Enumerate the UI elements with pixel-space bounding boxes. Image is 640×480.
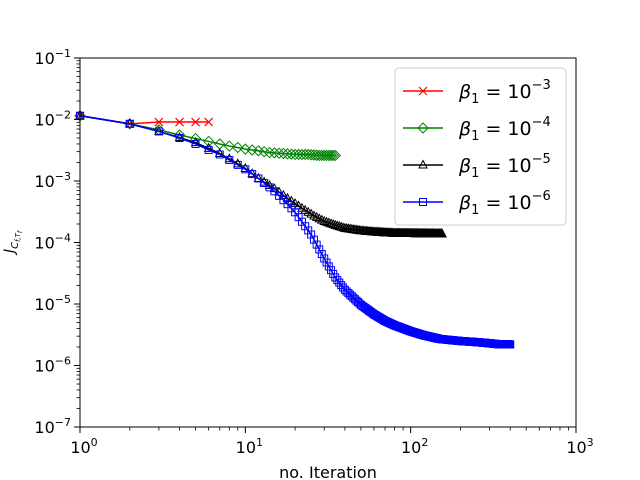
legend-item: β1 = 10−3 bbox=[403, 78, 551, 107]
data-point bbox=[239, 143, 252, 155]
data-point bbox=[506, 340, 515, 349]
data-point bbox=[275, 191, 284, 200]
data-point bbox=[325, 149, 337, 162]
data-point bbox=[263, 146, 276, 159]
data-point bbox=[248, 170, 257, 179]
y-axis: 10−7 10−6 10−5 10−4 10−3 10−2 10−1 bbox=[34, 47, 80, 437]
series-3 bbox=[75, 110, 447, 238]
data-point bbox=[190, 137, 201, 147]
data-point bbox=[417, 122, 429, 134]
data-point bbox=[281, 148, 294, 160]
data-point bbox=[233, 160, 242, 169]
data-point bbox=[317, 250, 326, 259]
data-point bbox=[223, 140, 236, 152]
data-point bbox=[307, 230, 316, 239]
data-point bbox=[204, 145, 213, 154]
data-point bbox=[278, 189, 289, 199]
series-1 bbox=[75, 111, 214, 129]
data-point bbox=[352, 296, 361, 305]
x-tick-label: 100 bbox=[70, 436, 97, 457]
x-tick-label: 103 bbox=[566, 436, 593, 457]
data-point bbox=[324, 217, 334, 227]
data-point bbox=[315, 245, 324, 254]
data-point bbox=[320, 254, 329, 263]
x-tick-label: 102 bbox=[401, 436, 428, 457]
series-4 bbox=[76, 111, 515, 349]
data-point bbox=[277, 147, 290, 160]
data-point bbox=[419, 198, 427, 206]
data-point bbox=[254, 174, 263, 183]
legend-label: β1 = 10−3 bbox=[458, 78, 551, 107]
data-point bbox=[175, 134, 184, 143]
legend-item: β1 = 10−6 bbox=[403, 189, 551, 218]
y-tick-label: 10−1 bbox=[34, 47, 71, 68]
data-point bbox=[154, 127, 163, 136]
data-point bbox=[215, 150, 224, 159]
data-point bbox=[319, 215, 330, 225]
data-point bbox=[203, 142, 214, 152]
y-tick-label: 10−7 bbox=[34, 416, 71, 437]
data-point bbox=[311, 211, 322, 221]
series-layer bbox=[74, 110, 515, 349]
legend-label: β1 = 10−4 bbox=[458, 115, 551, 144]
data-point bbox=[270, 187, 279, 196]
data-point bbox=[191, 139, 200, 148]
data-point bbox=[204, 117, 214, 127]
y-tick-label: 10−5 bbox=[34, 293, 71, 314]
legend: β1 = 10−3 β1 = 10−4 β1 = 10−5 β1 = 10−6 bbox=[394, 67, 567, 226]
data-point bbox=[418, 159, 428, 169]
data-point bbox=[328, 219, 339, 229]
y-tick-label: 10−2 bbox=[34, 109, 71, 130]
y-tick-label: 10−4 bbox=[34, 232, 71, 253]
data-point bbox=[175, 117, 184, 127]
data-point bbox=[232, 141, 244, 154]
data-point bbox=[125, 119, 134, 128]
data-point bbox=[326, 218, 336, 228]
data-point bbox=[316, 214, 327, 224]
data-point bbox=[214, 147, 225, 157]
data-point bbox=[418, 86, 428, 96]
series-2 bbox=[74, 110, 341, 162]
data-point bbox=[321, 216, 332, 226]
data-point bbox=[241, 165, 250, 174]
y-tick-label: 10−3 bbox=[34, 170, 71, 191]
data-point bbox=[268, 147, 281, 159]
data-point bbox=[191, 117, 200, 127]
legend-label: β1 = 10−5 bbox=[458, 152, 551, 181]
legend-box bbox=[394, 67, 567, 226]
data-point bbox=[329, 149, 341, 162]
data-point bbox=[273, 147, 285, 159]
data-point bbox=[279, 196, 288, 205]
data-point bbox=[154, 117, 164, 127]
data-point bbox=[314, 213, 325, 223]
data-point bbox=[304, 226, 313, 235]
y-axis-label: JCf,Tf bbox=[2, 230, 24, 256]
x-axis: 100 101 102 103 bbox=[70, 427, 594, 457]
data-point bbox=[309, 235, 318, 244]
data-point bbox=[225, 155, 234, 164]
x-axis-label: no. Iteration bbox=[279, 463, 377, 480]
data-point bbox=[260, 179, 269, 188]
data-point bbox=[312, 240, 321, 249]
data-point bbox=[437, 228, 447, 238]
legend-item: β1 = 10−5 bbox=[403, 152, 551, 181]
series-line bbox=[79, 115, 209, 125]
data-point bbox=[282, 192, 293, 202]
legend-item: β1 = 10−4 bbox=[403, 115, 551, 144]
data-point bbox=[330, 219, 341, 229]
legend-label: β1 = 10−6 bbox=[458, 189, 551, 218]
y-tick-label: 10−6 bbox=[34, 355, 71, 376]
data-point bbox=[308, 149, 320, 161]
data-point bbox=[310, 149, 323, 161]
data-point bbox=[285, 148, 298, 160]
data-point bbox=[327, 149, 339, 162]
x-tick-label: 101 bbox=[236, 436, 263, 457]
